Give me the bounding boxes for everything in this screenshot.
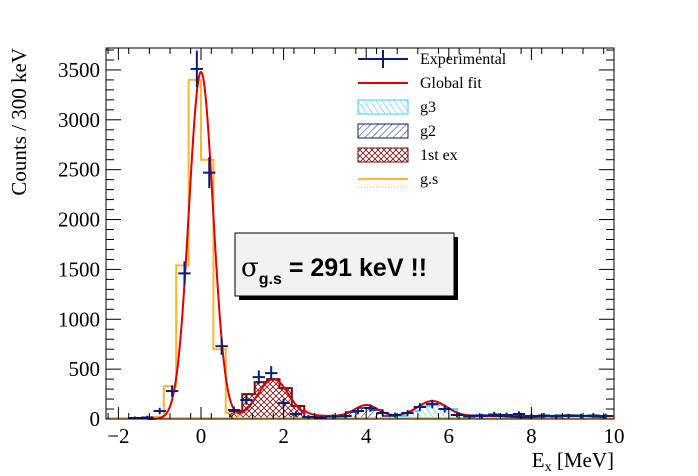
data-point: [376, 410, 389, 416]
y-tick-label: 3500: [58, 58, 100, 82]
y-tick-label: 3000: [58, 108, 100, 132]
data-point: [165, 385, 179, 397]
annotation-value: = 291 keV !!: [282, 254, 427, 282]
annotation-subscript: g.s: [259, 271, 282, 288]
data-point: [302, 415, 315, 419]
data-point: [351, 407, 365, 415]
data-point: [326, 414, 340, 419]
data-point: [265, 366, 278, 381]
data-point: [240, 395, 253, 405]
legend-item-experimental: Experimental: [358, 50, 507, 68]
annotation-sigma: σ: [241, 253, 259, 283]
x-tick-label: 4: [361, 424, 372, 448]
x-tick-label: 10: [604, 424, 625, 448]
data-point: [277, 398, 290, 408]
x-axis-title-main: E: [532, 448, 545, 472]
legend-label: g3: [420, 99, 436, 116]
data-point: [141, 415, 154, 419]
y-tick-label: 500: [69, 357, 101, 381]
annotation-text: σg.s = 291 keV !!: [241, 253, 427, 288]
x-tick-label: 6: [444, 424, 455, 448]
gs-histogram: [150, 78, 252, 420]
data-point: [450, 412, 464, 418]
x-axis-title-unit: [MeV]: [552, 448, 614, 472]
legend-label: 1st ex: [420, 147, 458, 164]
legend: Experimental Global fit g3 g2 1st ex g.s: [357, 50, 507, 188]
legend-label: g2: [420, 123, 436, 140]
data-point: [289, 411, 303, 417]
legend-swatch: [357, 147, 409, 163]
legend-item-g3: g3: [357, 99, 436, 116]
legend-label: Experimental: [420, 51, 507, 68]
x-tick-label: 0: [196, 424, 207, 448]
y-tick-label: 1500: [58, 257, 100, 281]
data-point: [413, 403, 427, 411]
legend-item-fit: Global fit: [358, 75, 482, 92]
annotation-box: σg.s = 291 keV !!: [234, 232, 458, 300]
x-axis-title: Ex [MeV]: [532, 448, 614, 475]
y-tick-label: 2000: [58, 208, 100, 232]
y-tick-label: 1000: [58, 307, 100, 331]
legend-swatch: [357, 99, 409, 115]
data-point: [401, 410, 414, 416]
data-point: [203, 157, 216, 189]
x-tick-label: 8: [526, 424, 537, 448]
x-tick-label: 2: [278, 424, 289, 448]
y-tick-label: 2500: [58, 158, 100, 182]
legend-item-gs: g.s: [358, 171, 438, 188]
data-point: [190, 50, 204, 88]
data-point: [215, 337, 228, 355]
y-tick-label: 0: [90, 407, 101, 431]
data-point: [426, 399, 439, 409]
data-point: [512, 411, 526, 417]
legend-label: Global fit: [420, 75, 482, 92]
data-point: [252, 370, 266, 384]
data-point: [227, 406, 241, 414]
axes-frame: [105, 47, 615, 420]
plot-frame: [105, 47, 615, 420]
data-point: [339, 413, 352, 419]
data-point: [178, 261, 191, 286]
legend-item-g2: g2: [357, 123, 436, 140]
x-axis-title-sub: x: [545, 460, 552, 475]
legend-swatch: [357, 123, 409, 139]
x-tick-label: −2: [107, 424, 129, 448]
data-point: [388, 412, 402, 418]
y-axis-title: Counts / 300 keV: [7, 48, 31, 196]
legend-label: g.s: [420, 171, 438, 188]
data-point: [153, 407, 166, 415]
data-point: [314, 415, 327, 419]
legend-item-first_ex: 1st ex: [357, 147, 458, 164]
